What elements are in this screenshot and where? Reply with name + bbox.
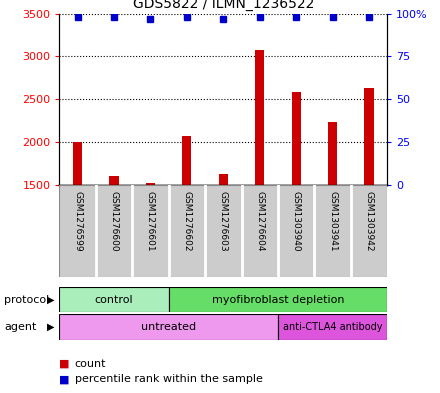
Bar — [96, 185, 132, 277]
Text: GSM1276604: GSM1276604 — [255, 191, 264, 252]
Bar — [146, 183, 155, 185]
Bar — [73, 142, 82, 185]
Bar — [351, 185, 387, 277]
Text: untreated: untreated — [141, 322, 196, 332]
Text: GSM1276601: GSM1276601 — [146, 191, 155, 252]
Text: GSM1303941: GSM1303941 — [328, 191, 337, 252]
Text: myofibroblast depletion: myofibroblast depletion — [212, 295, 344, 305]
Bar — [169, 185, 205, 277]
Bar — [132, 185, 169, 277]
Text: ▶: ▶ — [47, 295, 55, 305]
Text: GSM1303942: GSM1303942 — [364, 191, 374, 252]
Text: GSM1276602: GSM1276602 — [182, 191, 191, 252]
Bar — [219, 174, 228, 185]
Bar — [314, 185, 351, 277]
Bar — [328, 122, 337, 185]
Bar — [59, 314, 278, 340]
Bar — [278, 185, 314, 277]
Bar — [364, 88, 374, 185]
Text: GSM1276599: GSM1276599 — [73, 191, 82, 252]
Bar — [59, 185, 96, 277]
Bar — [242, 185, 278, 277]
Bar — [205, 185, 242, 277]
Text: GSM1276600: GSM1276600 — [110, 191, 118, 252]
Text: control: control — [95, 295, 133, 305]
Title: GDS5822 / ILMN_1236522: GDS5822 / ILMN_1236522 — [132, 0, 314, 11]
Bar — [292, 92, 301, 185]
Text: ■: ■ — [59, 358, 70, 369]
Bar — [255, 50, 264, 185]
Bar — [278, 314, 387, 340]
Bar — [182, 136, 191, 185]
Bar — [169, 287, 387, 312]
Text: protocol: protocol — [4, 295, 50, 305]
Text: agent: agent — [4, 322, 37, 332]
Text: ■: ■ — [59, 374, 70, 384]
Text: GSM1303940: GSM1303940 — [292, 191, 301, 252]
Text: count: count — [75, 358, 106, 369]
Text: ▶: ▶ — [47, 322, 55, 332]
Bar — [59, 287, 169, 312]
Text: percentile rank within the sample: percentile rank within the sample — [75, 374, 263, 384]
Text: GSM1276603: GSM1276603 — [219, 191, 228, 252]
Bar — [110, 176, 119, 185]
Text: anti-CTLA4 antibody: anti-CTLA4 antibody — [283, 322, 382, 332]
